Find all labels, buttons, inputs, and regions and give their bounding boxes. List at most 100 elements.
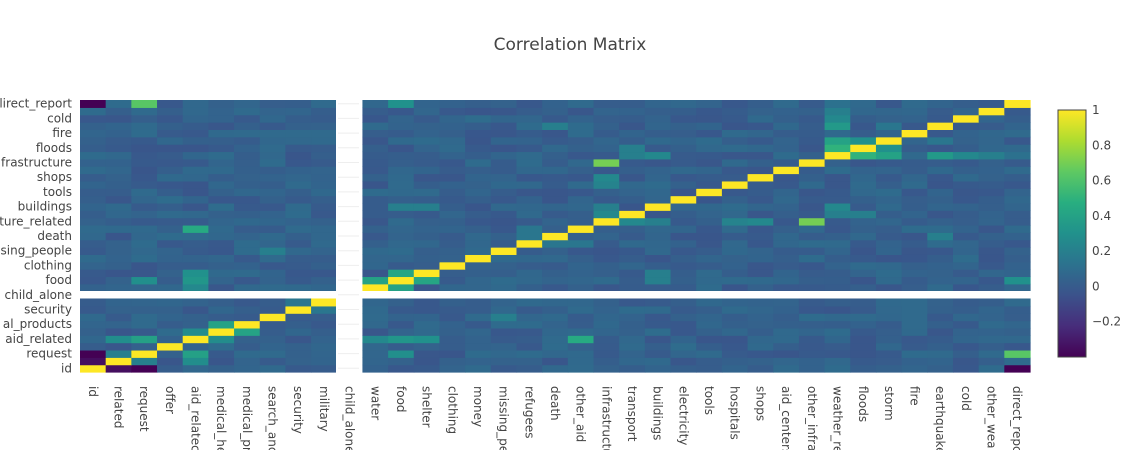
heatmap-cell bbox=[388, 305, 415, 314]
heatmap-cell bbox=[234, 129, 261, 138]
heatmap-cell bbox=[747, 107, 774, 116]
heatmap-cell bbox=[285, 254, 312, 263]
heatmap-cell bbox=[798, 166, 826, 175]
heatmap-cell bbox=[157, 357, 184, 366]
heatmap-cell bbox=[1004, 151, 1031, 160]
heatmap-cell bbox=[798, 202, 826, 211]
heatmap-cell bbox=[644, 276, 672, 285]
heatmap-cell bbox=[413, 188, 441, 197]
x-tick-label: related bbox=[112, 386, 126, 428]
heatmap-cell bbox=[362, 327, 389, 336]
heatmap-cell bbox=[105, 100, 132, 108]
heatmap-cell bbox=[285, 327, 312, 336]
heatmap-cell bbox=[157, 129, 184, 138]
heatmap-cell bbox=[875, 122, 903, 130]
heatmap-cell bbox=[824, 335, 851, 344]
heatmap-cell bbox=[157, 166, 184, 175]
heatmap-cell bbox=[259, 107, 287, 116]
heatmap-cell bbox=[824, 151, 851, 160]
heatmap-cell bbox=[952, 136, 980, 145]
heatmap-cell bbox=[824, 224, 851, 233]
heatmap-cell bbox=[516, 261, 543, 270]
heatmap-cell bbox=[208, 276, 235, 285]
heatmap-cell bbox=[824, 305, 851, 314]
heatmap-cell bbox=[747, 239, 774, 248]
heatmap-cell bbox=[465, 195, 492, 204]
heatmap-cell bbox=[80, 224, 107, 233]
y-tick-label: food bbox=[45, 273, 72, 287]
heatmap-cell bbox=[439, 327, 466, 336]
heatmap-cell bbox=[721, 261, 749, 270]
heatmap-cell bbox=[157, 122, 184, 130]
heatmap-cell bbox=[850, 335, 877, 344]
heatmap-cell bbox=[234, 188, 261, 197]
heatmap-cell bbox=[80, 320, 107, 329]
heatmap-cell bbox=[388, 349, 415, 358]
heatmap-cell bbox=[157, 173, 184, 182]
heatmap-cell bbox=[105, 327, 132, 336]
heatmap-cell bbox=[413, 210, 441, 219]
heatmap-cell bbox=[131, 151, 158, 160]
heatmap-cell bbox=[105, 158, 132, 167]
heatmap-cell bbox=[644, 195, 672, 204]
heatmap-cell bbox=[1004, 239, 1031, 248]
heatmap-cell bbox=[80, 114, 107, 123]
heatmap-cell bbox=[567, 180, 595, 189]
heatmap-cell bbox=[901, 269, 928, 278]
heatmap-cell bbox=[542, 158, 569, 167]
heatmap-cell bbox=[105, 136, 132, 145]
heatmap-cell bbox=[542, 342, 569, 351]
heatmap-cell bbox=[619, 335, 646, 344]
heatmap-cell bbox=[234, 210, 261, 219]
heatmap-cell bbox=[773, 173, 800, 182]
heatmap-cell bbox=[875, 232, 903, 241]
heatmap-cell bbox=[516, 320, 543, 329]
heatmap-cell bbox=[798, 269, 826, 278]
x-tick-label: offer bbox=[163, 386, 177, 414]
heatmap-cell bbox=[875, 202, 903, 211]
heatmap-cell bbox=[157, 217, 184, 226]
heatmap-cell bbox=[182, 254, 209, 263]
heatmap-cell bbox=[465, 254, 492, 263]
heatmap-cell bbox=[362, 144, 389, 153]
colorbar-tick-label: −0.2 bbox=[1092, 315, 1121, 329]
heatmap-cell bbox=[824, 364, 851, 373]
x-tick-label: medical_he bbox=[214, 386, 228, 450]
heatmap-cell bbox=[208, 188, 235, 197]
heatmap-cell bbox=[721, 202, 749, 211]
heatmap-cell bbox=[901, 144, 928, 153]
heatmap-cell bbox=[285, 173, 312, 182]
heatmap-cell bbox=[773, 224, 800, 233]
heatmap-cell bbox=[1004, 276, 1031, 285]
heatmap-cell bbox=[567, 327, 595, 336]
heatmap-cell bbox=[773, 254, 800, 263]
heatmap-cell bbox=[131, 166, 158, 175]
heatmap-cell bbox=[593, 129, 620, 138]
heatmap-cell bbox=[131, 349, 158, 358]
heatmap-cell bbox=[721, 136, 749, 145]
heatmap-cell bbox=[696, 107, 723, 116]
heatmap-cell bbox=[182, 232, 209, 241]
heatmap-cell bbox=[747, 122, 774, 130]
heatmap-cell bbox=[1004, 313, 1031, 322]
heatmap-cell bbox=[1004, 357, 1031, 366]
heatmap-cell bbox=[234, 313, 261, 322]
heatmap-cell bbox=[644, 144, 672, 153]
heatmap-cell bbox=[824, 195, 851, 204]
heatmap-cell bbox=[439, 269, 466, 278]
heatmap-cell bbox=[208, 210, 235, 219]
heatmap-cell bbox=[773, 283, 800, 292]
heatmap-cell bbox=[747, 298, 774, 307]
heatmap-cell bbox=[516, 202, 543, 211]
heatmap-cell bbox=[670, 261, 697, 270]
x-tick-label: cold bbox=[959, 386, 973, 411]
heatmap-cell bbox=[901, 188, 928, 197]
heatmap-cell bbox=[670, 217, 697, 226]
heatmap-cell bbox=[824, 166, 851, 175]
heatmap-cell bbox=[747, 357, 774, 366]
heatmap-cell bbox=[157, 114, 184, 123]
heatmap-cell bbox=[182, 173, 209, 182]
heatmap-cell bbox=[490, 349, 518, 358]
heatmap-cell bbox=[644, 305, 672, 314]
heatmap-cell bbox=[747, 269, 774, 278]
